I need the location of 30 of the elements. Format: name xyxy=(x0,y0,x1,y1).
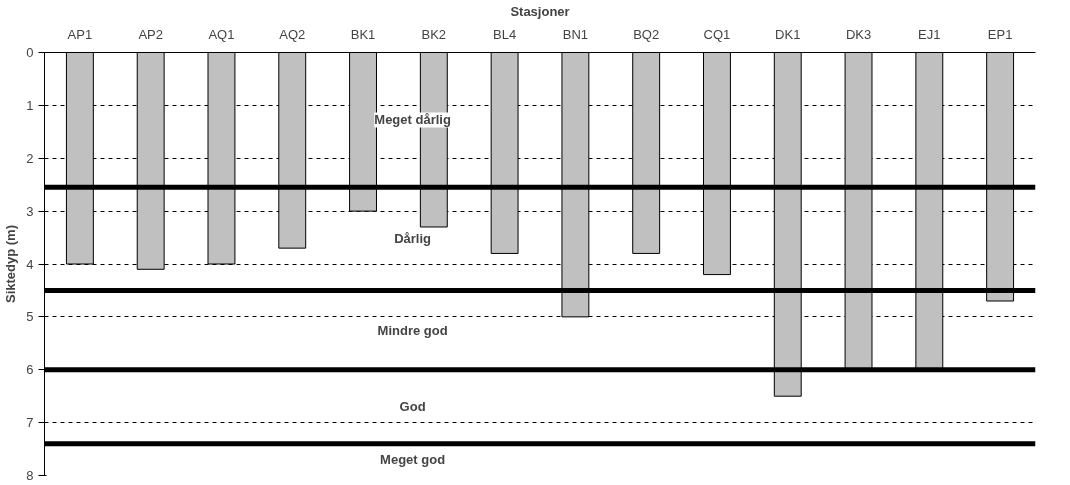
x-tick-label: CQ1 xyxy=(703,26,731,42)
y-tick-label: 2 xyxy=(26,150,34,166)
y-tick-label: 7 xyxy=(26,415,34,431)
y-tick-label: 6 xyxy=(26,362,34,378)
y-tick-label: 3 xyxy=(26,203,34,219)
y-axis-title: Siktedyp (m) xyxy=(3,224,19,304)
annotation: God xyxy=(399,399,426,415)
x-tick-label: AP1 xyxy=(67,26,93,42)
x-tick-label: EJ1 xyxy=(918,26,941,42)
x-tick-label: BQ2 xyxy=(633,26,660,42)
annotation: Meget dårlig xyxy=(374,112,451,128)
x-tick-label: BN1 xyxy=(562,26,589,42)
y-tick-label: 0 xyxy=(26,45,34,60)
x-axis-title: Stasjoner xyxy=(510,3,570,19)
y-tick-label: 5 xyxy=(26,309,34,325)
y-tick-label: 4 xyxy=(26,256,34,272)
x-tick-label: BK2 xyxy=(421,26,447,42)
annotation: Meget god xyxy=(380,452,446,468)
x-tick-label: AQ2 xyxy=(279,26,306,42)
x-tick-label: BK1 xyxy=(350,26,376,42)
x-tick-label: DK1 xyxy=(775,26,801,42)
x-tick-label: EP1 xyxy=(987,26,1013,42)
y-tick-label: 1 xyxy=(26,97,34,113)
x-tick-label: AQ1 xyxy=(208,26,235,42)
annotation: Mindre god xyxy=(377,322,448,338)
x-tick-label: BL4 xyxy=(493,26,517,42)
y-tick-label: 8 xyxy=(26,468,34,483)
x-tick-label: AP2 xyxy=(138,26,163,42)
x-tick-label: DK3 xyxy=(845,26,872,42)
annotation: Dårlig xyxy=(394,231,432,247)
